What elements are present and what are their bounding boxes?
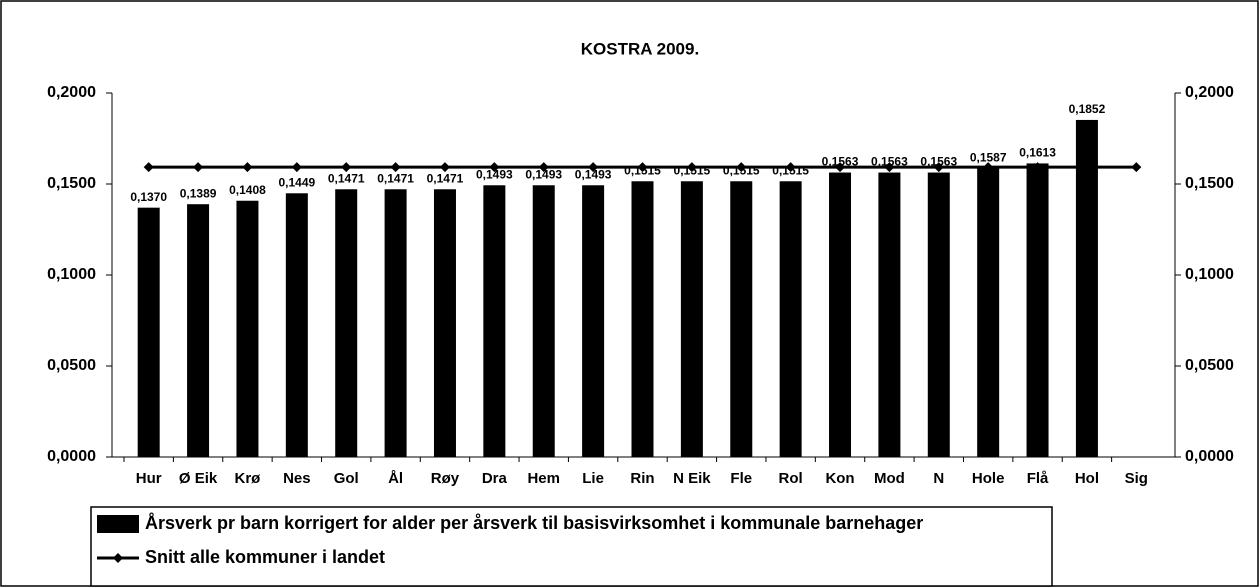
line-marker [1131,162,1142,173]
data-label: 0,1613 [1019,146,1056,160]
legend-label: Årsverk pr barn korrigert for alder per … [145,513,923,533]
y2-tick-label: 0,1500 [1185,175,1234,192]
x-tick-label: Lie [582,470,604,487]
line-marker [637,162,648,173]
bar [1026,163,1049,457]
data-label: 0,1408 [229,183,266,197]
bar [187,204,210,457]
y-tick-label: 0,2000 [47,84,96,101]
y-tick-label: 0,0500 [47,357,96,374]
bar [532,185,555,458]
data-label: 0,1587 [970,150,1007,164]
data-label: 0,1852 [1069,102,1106,116]
line-marker [1081,162,1092,173]
x-tick-label: Krø [235,470,262,487]
line-marker [538,162,549,173]
x-tick-label: Mod [874,470,905,487]
line-marker [686,162,697,173]
data-label: 0,1493 [476,167,513,181]
line-marker [390,162,401,173]
data-label: 0,1493 [575,167,612,181]
y2-tick-label: 0,0000 [1185,448,1234,465]
x-tick-label: Kon [825,470,854,487]
bar [236,200,259,457]
x-tick-label: Hol [1075,470,1099,487]
x-tick-label: Hole [972,470,1005,487]
line-marker [884,162,895,173]
x-tick-label: Røy [431,470,460,487]
data-label: 0,1389 [180,186,217,200]
x-tick-label: Nes [283,470,311,487]
y2-tick-label: 0,0500 [1185,357,1234,374]
x-tick-label: Flå [1027,470,1049,487]
x-tick-label: Fle [730,470,752,487]
legend-swatch [113,553,123,563]
x-tick-label: N Eik [673,470,711,487]
data-label: 0,1370 [130,190,167,204]
line-marker [143,162,154,173]
x-tick-label: Sig [1125,470,1148,487]
bar [335,189,358,457]
bar [878,172,901,457]
line-marker [439,162,450,173]
bar [730,181,753,457]
data-label: 0,1563 [822,155,859,169]
y2-tick-label: 0,2000 [1185,84,1234,101]
line-marker [291,162,302,173]
y-tick-label: 0,1500 [47,175,96,192]
bar [631,181,654,457]
x-tick-label: Hur [136,470,162,487]
line-marker [785,162,796,173]
data-label: 0,1471 [377,171,414,185]
line-marker [736,162,747,173]
bar [433,189,456,457]
x-tick-label: Ål [388,470,403,487]
data-label: 0,1471 [427,171,464,185]
x-tick-label: N [933,470,944,487]
x-tick-label: Ø Eik [179,470,218,487]
x-tick-label: Hem [527,470,560,487]
bar [1075,119,1098,457]
data-label: 0,1563 [871,155,908,169]
chart-title: KOSTRA 2009. [581,39,699,58]
x-tick-label: Rol [779,470,803,487]
y-tick-label: 0,0000 [47,448,96,465]
x-tick-label: Rin [630,470,654,487]
bar [582,185,605,458]
bar [384,189,407,457]
bar [779,181,802,457]
bar [680,181,703,457]
y-tick-label: 0,1000 [47,266,96,283]
bar [927,172,950,457]
x-tick-label: Gol [334,470,359,487]
legend-label: Snitt alle kommuner i landet [145,547,385,567]
y2-tick-label: 0,1000 [1185,266,1234,283]
bar [829,172,852,457]
line-marker [489,162,500,173]
x-tick-label: Dra [482,470,508,487]
data-label: 0,1493 [525,167,562,181]
data-label: 0,1563 [920,155,957,169]
data-label: 0,1449 [278,175,315,189]
bar [285,193,308,458]
bar [483,185,506,458]
line-marker [341,162,352,173]
line-marker [588,162,599,173]
legend-box [90,506,1053,587]
line-marker [983,162,994,173]
line-marker [193,162,204,173]
line-marker [242,162,253,173]
line-marker [1032,162,1043,173]
legend-swatch [97,515,139,533]
line-marker [835,162,846,173]
bar [977,168,1000,457]
data-label: 0,1471 [328,171,365,185]
bar [137,207,160,457]
line-marker [933,162,944,173]
